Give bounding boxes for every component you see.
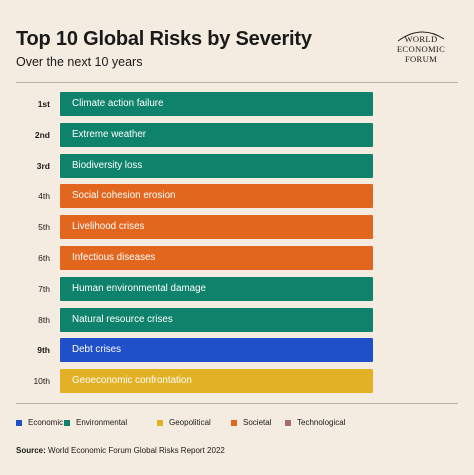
logo-line-2: ECONOMIC — [396, 44, 446, 54]
risk-rank: 10th — [33, 376, 50, 387]
risk-bar: Geoeconomic confrontation — [60, 369, 373, 394]
risk-bar: Natural resource crises — [60, 307, 373, 332]
source-label: Source: — [16, 446, 46, 455]
risk-label: Geoeconomic confrontation — [72, 375, 192, 387]
risk-rank: 5th — [38, 222, 50, 233]
risk-row: 6th Infectious diseases — [0, 246, 474, 270]
risk-label: Natural resource crises — [72, 313, 173, 325]
risk-row: 9th Debt crises — [0, 338, 474, 363]
risk-rank: 2nd — [34, 129, 50, 140]
risk-bar: Climate action failure — [60, 92, 373, 116]
risk-row: 5th Livelihood crises — [0, 215, 474, 240]
risk-row: 1st Climate action failure — [0, 92, 474, 116]
legend-label-societal: Societal — [243, 418, 272, 427]
risk-rank: 8th — [38, 314, 50, 325]
risk-row: 2nd Extreme weather — [0, 122, 474, 147]
risk-row: 8th Natural resource crises — [0, 307, 474, 332]
logo-line-1: WORLD — [404, 34, 438, 44]
risk-label: Social cohesion erosion — [72, 190, 176, 202]
risk-row: 3rd Biodiversity loss — [0, 153, 474, 178]
risk-row: 10th Geoeconomic confrontation — [0, 369, 474, 394]
legend-swatch-environmental — [64, 420, 70, 426]
risk-bar: Human environmental damage — [60, 276, 373, 301]
legend-swatch-economic — [16, 420, 22, 426]
risk-row: 4th Social cohesion erosion — [0, 184, 474, 209]
risk-label: Climate action failure — [72, 98, 164, 109]
risk-bar: Livelihood crises — [60, 215, 373, 240]
legend-swatch-technological — [285, 420, 291, 426]
risk-rank: 3rd — [36, 160, 50, 171]
risk-label: Biodiversity loss — [72, 159, 143, 171]
risk-bar: Biodiversity loss — [60, 153, 373, 178]
risk-rank: 1st — [37, 99, 50, 109]
risk-label: Infectious diseases — [72, 252, 156, 263]
risk-bar: Debt crises — [60, 338, 373, 363]
legend-swatch-geopolitical — [157, 420, 163, 426]
source-text: World Economic Forum Global Risks Report… — [48, 446, 225, 455]
legend-label-geopolitical: Geopolitical — [169, 418, 211, 427]
legend-label-environmental: Environmental — [76, 418, 128, 427]
logo-arc-icon — [397, 31, 445, 42]
chart-subtitle: Over the next 10 years — [16, 55, 143, 69]
top-divider — [16, 82, 458, 83]
legend: Economic Environmental Geopolitical Soci… — [16, 417, 456, 429]
wef-logo: WORLD ECONOMIC FORUM — [384, 31, 458, 64]
risk-rank: 4th — [38, 191, 50, 202]
risk-label: Livelihood crises — [72, 221, 145, 233]
source-note: Source: World Economic Forum Global Risk… — [16, 446, 225, 455]
legend-label-technological: Technological — [297, 418, 346, 427]
risk-label: Extreme weather — [72, 128, 147, 140]
risk-bar: Social cohesion erosion — [60, 184, 373, 209]
risk-label: Human environmental damage — [72, 282, 206, 294]
bottom-divider — [16, 403, 458, 404]
legend-label-economic: Economic — [28, 418, 64, 427]
chart-title: Top 10 Global Risks by Severity — [16, 28, 312, 50]
risk-rank: 9th — [37, 345, 50, 356]
risk-rank: 7th — [38, 283, 50, 294]
risk-label: Debt crises — [72, 344, 121, 356]
risk-bar: Extreme weather — [60, 122, 373, 147]
risk-bar: Infectious diseases — [60, 246, 373, 270]
risk-row: 7th Human environmental damage — [0, 276, 474, 301]
legend-swatch-societal — [231, 420, 237, 426]
risk-rank: 6th — [38, 253, 50, 263]
logo-line-3: FORUM — [404, 54, 438, 64]
